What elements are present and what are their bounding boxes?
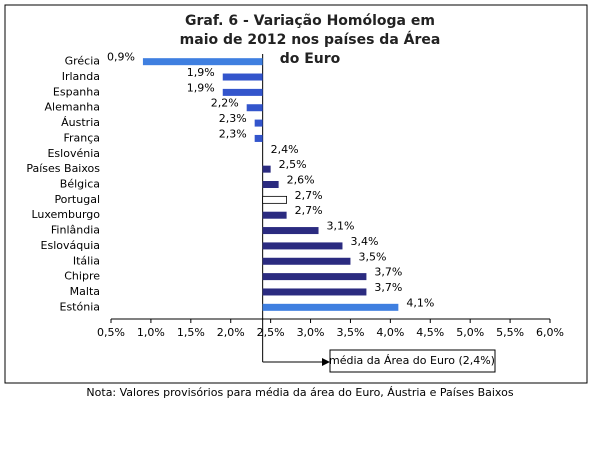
y-tick-label: Áustria [61,116,100,129]
value-label: 2,5% [279,158,307,171]
value-label: 3,4% [350,235,378,248]
value-label: 1,9% [187,81,215,94]
chart-title: Graf. 6 - Variação Homóloga em maio de 2… [179,13,441,67]
value-label: 2,4% [271,143,299,156]
y-tick-label: Alemanha [45,101,101,114]
y-tick-label: Eslovénia [47,147,100,160]
value-label: 1,9% [187,66,215,79]
bar [222,73,263,81]
value-label: 2,6% [287,174,315,187]
y-tick-label: Bélgica [60,178,100,191]
x-tick-label: 2,0% [217,326,245,339]
bar [254,119,263,127]
y-tick-label: Chipre [64,270,100,283]
bar [262,288,367,296]
value-label: 2,7% [295,204,323,217]
bar [262,181,279,188]
y-tick-label: Portugal [54,193,100,206]
x-tick-label: 4,0% [376,326,404,339]
y-tick-label: Itália [73,254,100,267]
x-tick-label: 1,0% [137,326,165,339]
value-label: 2,2% [211,97,239,110]
bar [262,303,399,311]
bar [262,257,351,265]
value-label: 3,5% [358,250,386,263]
y-tick-label: Estónia [60,300,101,313]
bar [262,211,287,219]
value-label: 3,1% [327,220,355,233]
y-tick-label: Países Baixos [26,162,100,175]
bar [254,134,263,142]
note: Nota: Valores provisórios para média da … [86,386,514,399]
value-label: 3,7% [374,266,402,279]
x-tick-label: 2,5% [257,326,285,339]
value-label: 0,9% [107,51,135,64]
reference-box [329,349,496,373]
value-label: 4,1% [406,296,434,309]
x-tick-label: 3,0% [297,326,325,339]
value-label: 2,3% [219,127,247,140]
x-tick-label: 1,5% [177,326,205,339]
y-tick-label: Finlândia [51,224,100,237]
x-tick-label: 5,5% [496,326,524,339]
bar [246,104,263,112]
bar [262,195,287,204]
bar [262,273,367,281]
bar [142,58,263,66]
y-tick-label: Eslováquia [41,239,100,252]
value-label: 3,7% [374,281,402,294]
y-tick-label: França [63,131,100,144]
y-tick-label: Espanha [53,85,100,98]
x-tick-label: 5,0% [456,326,484,339]
y-tick-label: Malta [70,285,100,298]
y-tick-label: Grécia [65,55,100,68]
x-tick-label: 0,5% [97,326,125,339]
x-tick-label: 6,0% [536,326,564,339]
chart-border [4,4,588,384]
reference-label: média da Área do Euro (2,4%) [329,354,495,367]
x-tick-label: 3,5% [336,326,364,339]
value-label: 2,7% [295,189,323,202]
y-tick-label: Irlanda [62,70,100,83]
bar [262,165,271,173]
bar [262,227,319,235]
arrow-head [322,358,330,366]
bar [262,242,343,250]
value-label: 2,3% [219,112,247,125]
y-tick-label: Luxemburgo [31,208,100,221]
bar [222,88,263,96]
x-tick-label: 4,5% [416,326,444,339]
